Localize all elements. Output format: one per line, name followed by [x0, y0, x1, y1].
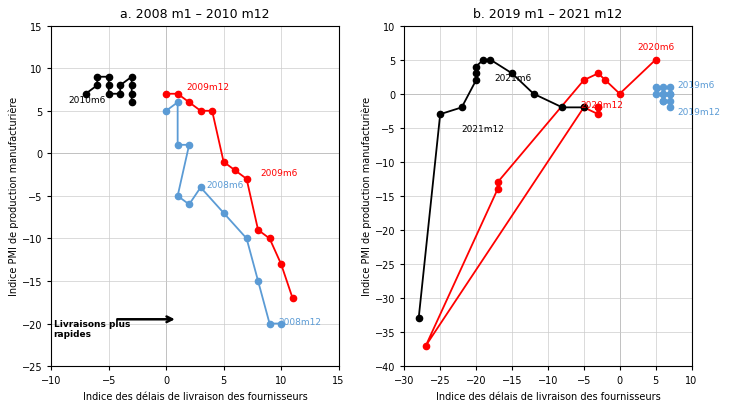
- X-axis label: Indice des délais de livraison des fournisseurs: Indice des délais de livraison des fourn…: [82, 391, 307, 401]
- Text: 2008m6: 2008m6: [207, 181, 244, 190]
- Y-axis label: Indice PMI de production manufacturière: Indice PMI de production manufacturière: [8, 97, 19, 296]
- Text: 2021m12: 2021m12: [462, 125, 504, 134]
- Text: Livraisons plus
rapides: Livraisons plus rapides: [53, 319, 130, 339]
- Title: a. 2008 m1 – 2010 m12: a. 2008 m1 – 2010 m12: [120, 8, 269, 21]
- Text: 2019m6: 2019m6: [677, 81, 715, 90]
- Text: 2008m12: 2008m12: [279, 317, 322, 326]
- Text: 2021m6: 2021m6: [494, 74, 531, 83]
- Text: 2020m6: 2020m6: [638, 43, 675, 52]
- Text: 2010m6: 2010m6: [69, 96, 106, 105]
- Y-axis label: Indice PMI de production manufacturière: Indice PMI de production manufacturière: [361, 97, 372, 296]
- X-axis label: Indice des délais de livraison des fournisseurs: Indice des délais de livraison des fourn…: [436, 391, 660, 401]
- Title: b. 2019 m1 – 2021 m12: b. 2019 m1 – 2021 m12: [473, 8, 623, 21]
- Text: 2019m12: 2019m12: [677, 108, 721, 117]
- Text: 2020m12: 2020m12: [580, 101, 623, 110]
- Text: 2009m12: 2009m12: [187, 83, 230, 92]
- Text: 2009m6: 2009m6: [261, 168, 298, 177]
